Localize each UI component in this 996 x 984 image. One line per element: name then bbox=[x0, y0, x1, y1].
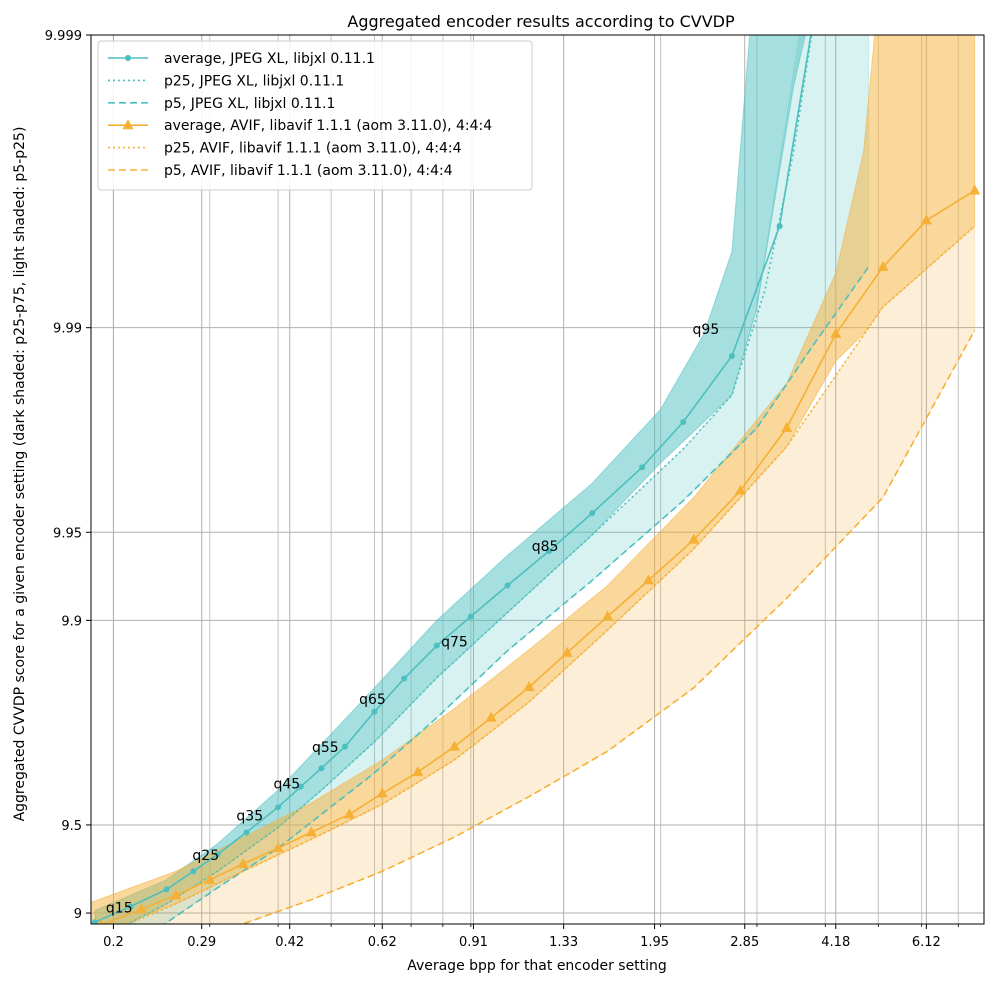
annotation-q85: q85 bbox=[532, 539, 559, 555]
jxl-data-point bbox=[275, 804, 282, 811]
x-tick-label: 0.42 bbox=[275, 935, 304, 950]
y-tick-label: 9.95 bbox=[53, 526, 82, 541]
x-tick-label: 1.33 bbox=[549, 935, 578, 950]
plot-frame bbox=[90, 34, 985, 925]
legend-marker bbox=[125, 55, 131, 61]
avif-data-point bbox=[877, 260, 889, 271]
y-tick-label: 9.99 bbox=[53, 322, 82, 337]
avif-data-point bbox=[688, 533, 700, 544]
legend-label: p5, JPEG XL, libjxl 0.11.1 bbox=[164, 96, 335, 112]
avif-data-point bbox=[376, 787, 388, 798]
legend-label: average, AVIF, libavif 1.1.1 (aom 3.11.0… bbox=[164, 118, 492, 134]
avif-data-point bbox=[920, 214, 932, 225]
jxl-data-point bbox=[504, 582, 511, 589]
annotation-q75: q75 bbox=[441, 635, 468, 651]
y-tick-label: 9.999 bbox=[45, 29, 82, 44]
avif-data-point bbox=[448, 740, 460, 751]
legend-marker bbox=[122, 119, 134, 130]
x-tick-label: 1.95 bbox=[640, 935, 669, 950]
x-tick-label: 0.29 bbox=[187, 935, 216, 950]
legend-label: p25, AVIF, libavif 1.1.1 (aom 3.11.0), 4… bbox=[164, 141, 462, 157]
band-avif-p25-p75 bbox=[91, 35, 976, 924]
jxl-data-point bbox=[401, 675, 408, 682]
annotation-q45: q45 bbox=[274, 776, 301, 792]
avif-data-point bbox=[830, 327, 842, 338]
annotation-q55: q55 bbox=[312, 740, 339, 756]
avif-data-point bbox=[305, 826, 317, 837]
avif-data-point bbox=[412, 766, 424, 777]
avif-data-point bbox=[98, 919, 104, 924]
jxl-data-point bbox=[297, 783, 304, 790]
jxl-data-point bbox=[728, 353, 735, 360]
avif-data-point bbox=[735, 484, 747, 495]
jxl-data-point bbox=[433, 642, 440, 649]
band-jpeg-xl-p25-p75 bbox=[94, 35, 806, 924]
x-tick-label: 2.85 bbox=[730, 935, 759, 950]
avif-data-point bbox=[642, 574, 654, 585]
x-tick-label: 0.91 bbox=[459, 935, 488, 950]
avif-data-point bbox=[485, 711, 497, 722]
chart-title: Aggregated encoder results according to … bbox=[347, 12, 735, 31]
jxl-data-point bbox=[371, 708, 378, 715]
annotation-q35: q35 bbox=[236, 808, 263, 824]
annotation-q65: q65 bbox=[359, 692, 386, 708]
legend-label: p5, AVIF, libavif 1.1.1 (aom 3.11.0), 4:… bbox=[164, 163, 453, 179]
avif-data-point bbox=[523, 681, 535, 692]
jxl-data-point bbox=[589, 510, 596, 517]
y-tick-label: 9.9 bbox=[61, 614, 82, 629]
jxl-data-point bbox=[680, 418, 687, 425]
legend: average, JPEG XL, libjxl 0.11.1 p25, JPEG… bbox=[97, 40, 533, 191]
jxl-data-point bbox=[342, 743, 349, 750]
jxl-data-point bbox=[467, 613, 474, 620]
jxl-data-point bbox=[127, 903, 134, 910]
jxl-data-point bbox=[190, 868, 197, 875]
avif-data-point bbox=[969, 184, 981, 195]
avif-data-point bbox=[135, 903, 147, 914]
x-tick-label: 6.12 bbox=[912, 935, 941, 950]
jxl-data-point bbox=[214, 851, 221, 858]
x-tick-label: 4.18 bbox=[821, 935, 850, 950]
y-axis-label: Aggregated CVVDP score for a given encod… bbox=[12, 127, 28, 822]
jxl-data-point bbox=[639, 464, 646, 471]
y-tick-label: 9 bbox=[74, 907, 82, 922]
avif-data-point bbox=[781, 421, 793, 432]
legend-label: p25, JPEG XL, libjxl 0.11.1 bbox=[164, 73, 344, 89]
jxl-data-point bbox=[318, 765, 325, 772]
jxl-data-point bbox=[163, 886, 170, 893]
annotation-q95: q95 bbox=[693, 322, 720, 338]
legend-label: average, JPEG XL, libjxl 0.11.1 bbox=[164, 51, 375, 67]
annotation-q15: q15 bbox=[106, 900, 133, 916]
jxl-data-point bbox=[243, 829, 250, 836]
series-line-5 bbox=[240, 329, 976, 924]
x-tick-label: 0.2 bbox=[103, 935, 124, 950]
avif-data-point bbox=[272, 842, 284, 853]
avif-data-point bbox=[204, 873, 216, 884]
avif-data-point bbox=[561, 646, 573, 657]
avif-data-point bbox=[602, 610, 614, 621]
series-lines bbox=[91, 35, 981, 924]
series-line-0 bbox=[94, 35, 812, 923]
x-axis-label: Average bpp for that encoder setting bbox=[407, 958, 667, 974]
jxl-data-point bbox=[91, 919, 98, 924]
avif-data-point bbox=[343, 808, 355, 819]
series-line-2 bbox=[163, 266, 870, 924]
series-line-4 bbox=[127, 225, 976, 924]
annotation-q25: q25 bbox=[192, 848, 219, 864]
axis-ticks: 0.2 0.29 0.42 0.62 0.91 1.33 1.95 2.85 4.18 6.12 9… bbox=[45, 29, 959, 950]
avif-data-point bbox=[170, 889, 182, 900]
y-tick-label: 9.5 bbox=[61, 819, 82, 834]
jxl-data-point bbox=[545, 548, 552, 555]
x-tick-label: 0.62 bbox=[368, 935, 397, 950]
avif-data-point bbox=[237, 858, 249, 869]
quality-annotations: q15 q25 q35 q45 q55 q65 q75 q85 q95 bbox=[106, 322, 719, 917]
legend-box bbox=[97, 40, 533, 191]
